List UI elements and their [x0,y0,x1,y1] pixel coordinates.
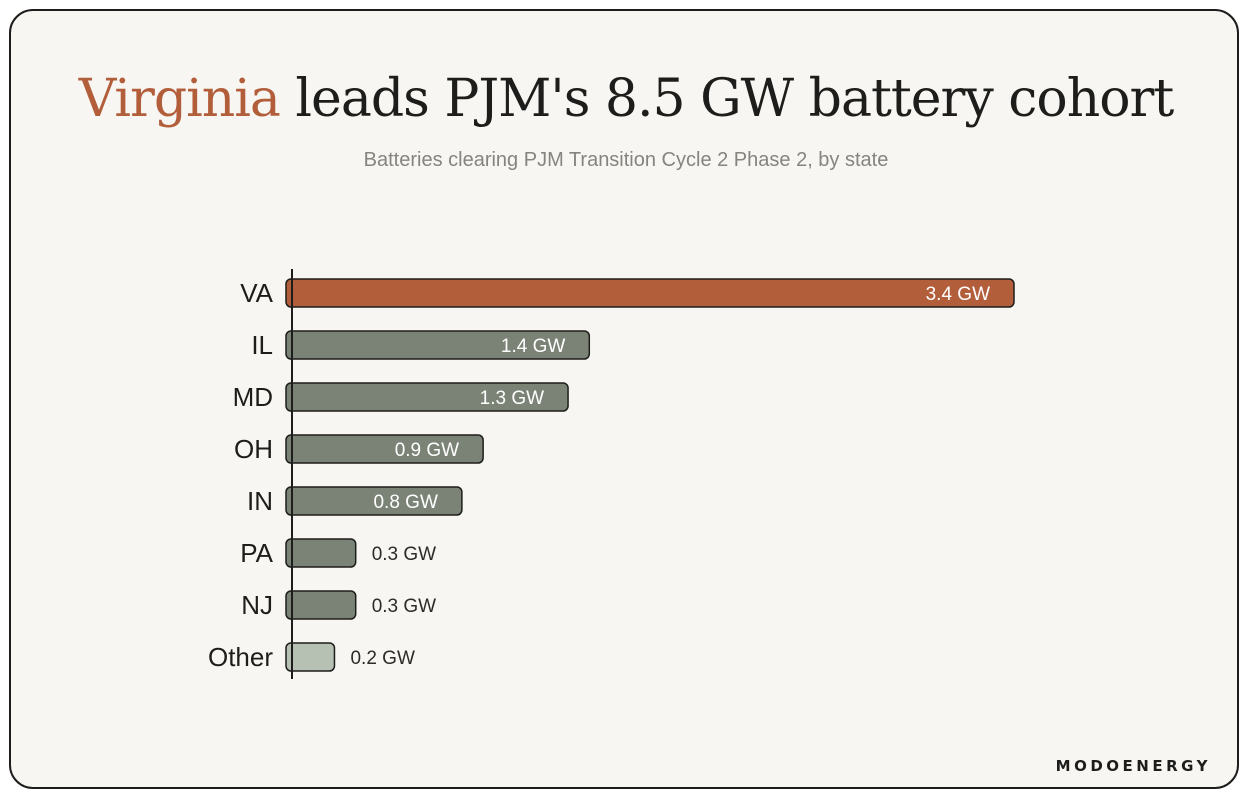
value-label: 3.4 GW [926,284,990,305]
value-label: 0.3 GW [372,596,436,617]
bar-chart: VA 3.4 GW IL 1.4 GW MD 1.3 GW OH 0.9 GW IN 0.8 GW… [208,269,1015,679]
bar-va [285,278,1015,308]
value-label: 0.9 GW [395,440,459,461]
value-label: 1.3 GW [480,388,544,409]
brand-logo: MODOENERGY [1055,757,1211,775]
bar-il [285,330,591,360]
bar-md [285,382,569,412]
bar-other [285,642,336,672]
chart-title: Virginia leads PJM's 8.5 GW battery coho… [11,73,1237,125]
title-text: leads PJM's 8.5 GW battery cohort [279,69,1174,129]
value-label: 0.2 GW [350,648,414,669]
bar-oh [285,434,484,464]
category-label: PA [240,538,273,568]
value-label: 0.8 GW [373,492,437,513]
bar-nj [285,590,357,620]
category-label: IL [251,330,273,360]
category-label: IN [247,486,273,516]
category-label: NJ [241,590,273,620]
chart-card: Virginia leads PJM's 8.5 GW battery coho… [9,9,1239,789]
chart-subtitle: Batteries clearing PJM Transition Cycle … [363,149,889,171]
category-label: MD [233,382,273,412]
bar-pa [285,538,357,568]
value-label: 1.4 GW [501,336,565,357]
value-label: 0.3 GW [372,544,436,565]
category-label: OH [234,434,273,464]
category-label: Other [208,642,273,672]
category-label: VA [240,278,273,308]
bar-in [285,486,463,516]
title-highlight: Virginia [78,69,281,129]
